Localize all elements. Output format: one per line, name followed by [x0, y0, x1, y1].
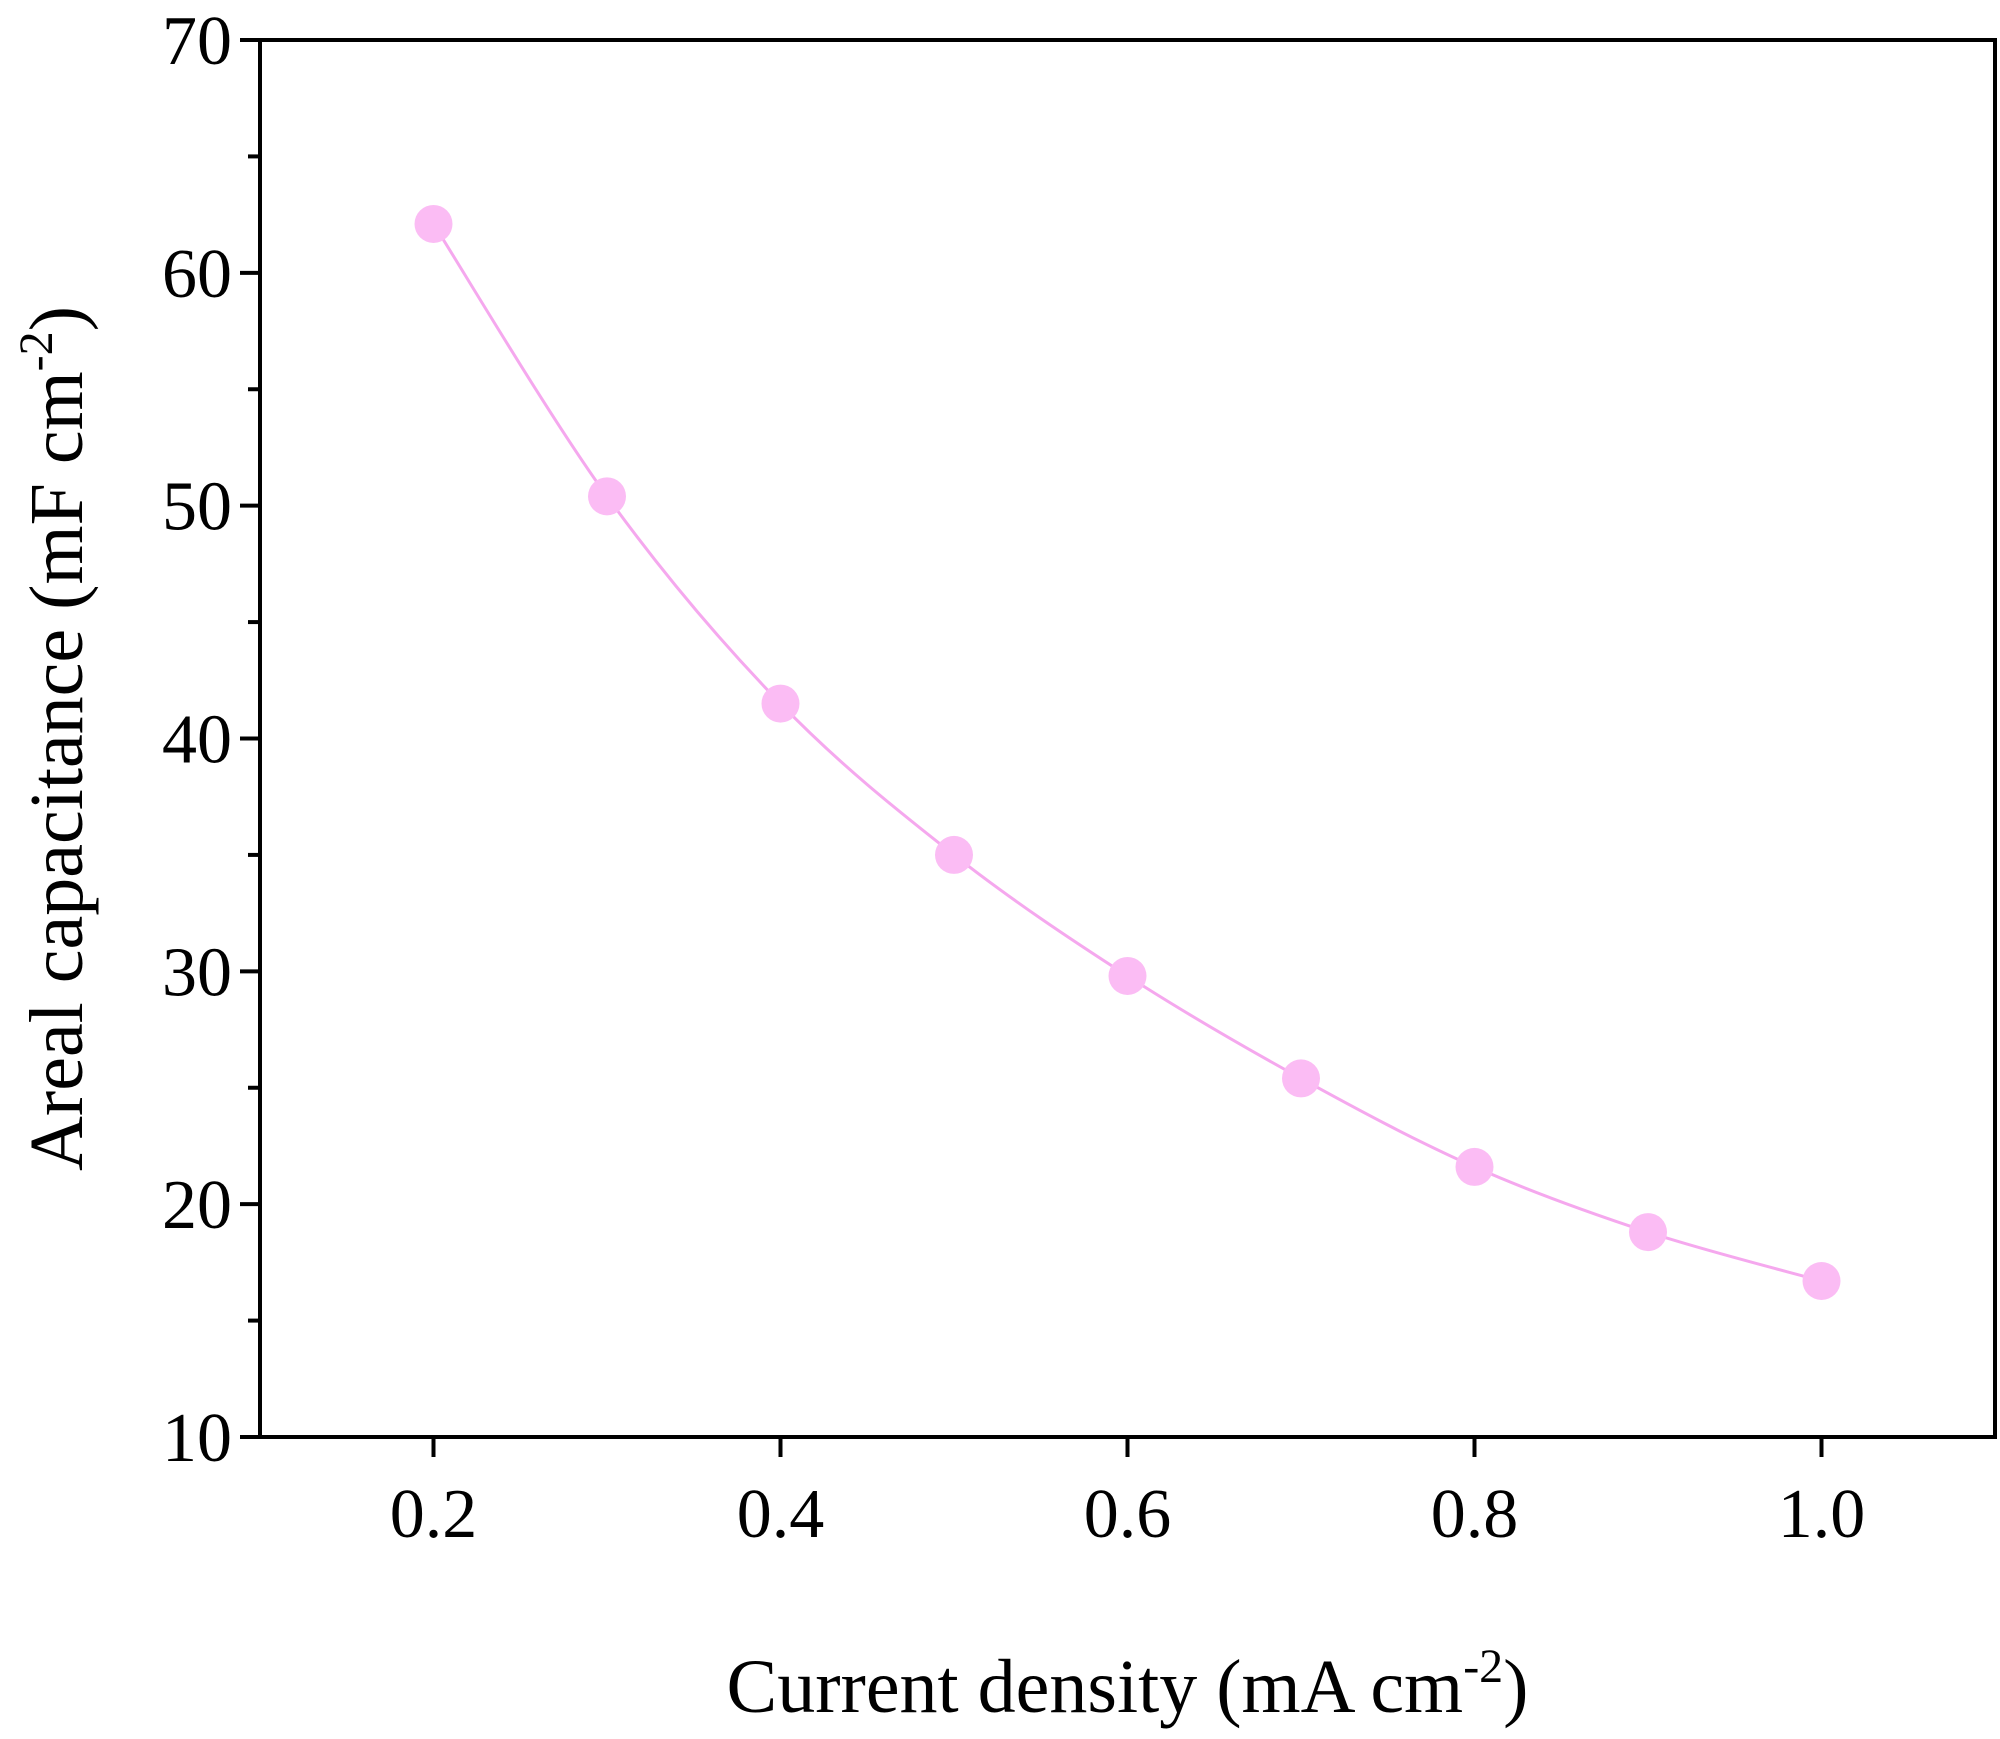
y-tick-label: 50	[162, 469, 232, 546]
data-point	[1802, 1262, 1841, 1301]
data-point	[588, 477, 626, 516]
series-layer	[414, 204, 1841, 1301]
y-axis-title-main: Areal capacitance (mF cm	[15, 371, 99, 1171]
data-point	[1455, 1147, 1494, 1186]
x-tick-label: 0.8	[1431, 1476, 1519, 1553]
data-point	[414, 204, 453, 243]
x-tick-label: 0.4	[737, 1476, 825, 1553]
tick-labels: 10 20 30 40 50 60 70 0.2 0.4 0.6 0.8 1.0	[162, 3, 1865, 1553]
y-tick-label: 30	[162, 934, 232, 1011]
y-tick-label: 20	[162, 1167, 232, 1244]
data-point	[935, 835, 973, 874]
major-ticks	[240, 38, 1824, 1457]
y-tick-label: 10	[162, 1400, 232, 1477]
data-point	[1108, 956, 1147, 995]
plot-frame	[258, 38, 1997, 1439]
x-tick-label: 1.0	[1778, 1476, 1866, 1553]
y-axis-title-superscript: -2	[10, 331, 63, 371]
series-line	[432, 223, 1822, 1283]
data-point	[1629, 1213, 1667, 1252]
data-point	[761, 684, 800, 723]
y-axis-title-end: )	[15, 306, 99, 331]
x-tick-label: 0.2	[390, 1476, 478, 1553]
y-tick-label: 70	[162, 3, 232, 80]
x-axis-title-end: )	[1503, 1645, 1528, 1729]
y-axis-title: Areal capacitance (mF cm-2)	[10, 306, 99, 1171]
x-axis-title-superscript: -2	[1463, 1640, 1503, 1693]
y-tick-label: 60	[162, 236, 232, 313]
y-tick-label: 40	[162, 702, 232, 779]
x-tick-label: 0.6	[1084, 1476, 1172, 1553]
data-point	[1282, 1059, 1320, 1098]
x-axis-title-main: Current density (mA cm	[727, 1645, 1464, 1729]
x-axis-title: Current density (mA cm-2)	[727, 1640, 1529, 1729]
